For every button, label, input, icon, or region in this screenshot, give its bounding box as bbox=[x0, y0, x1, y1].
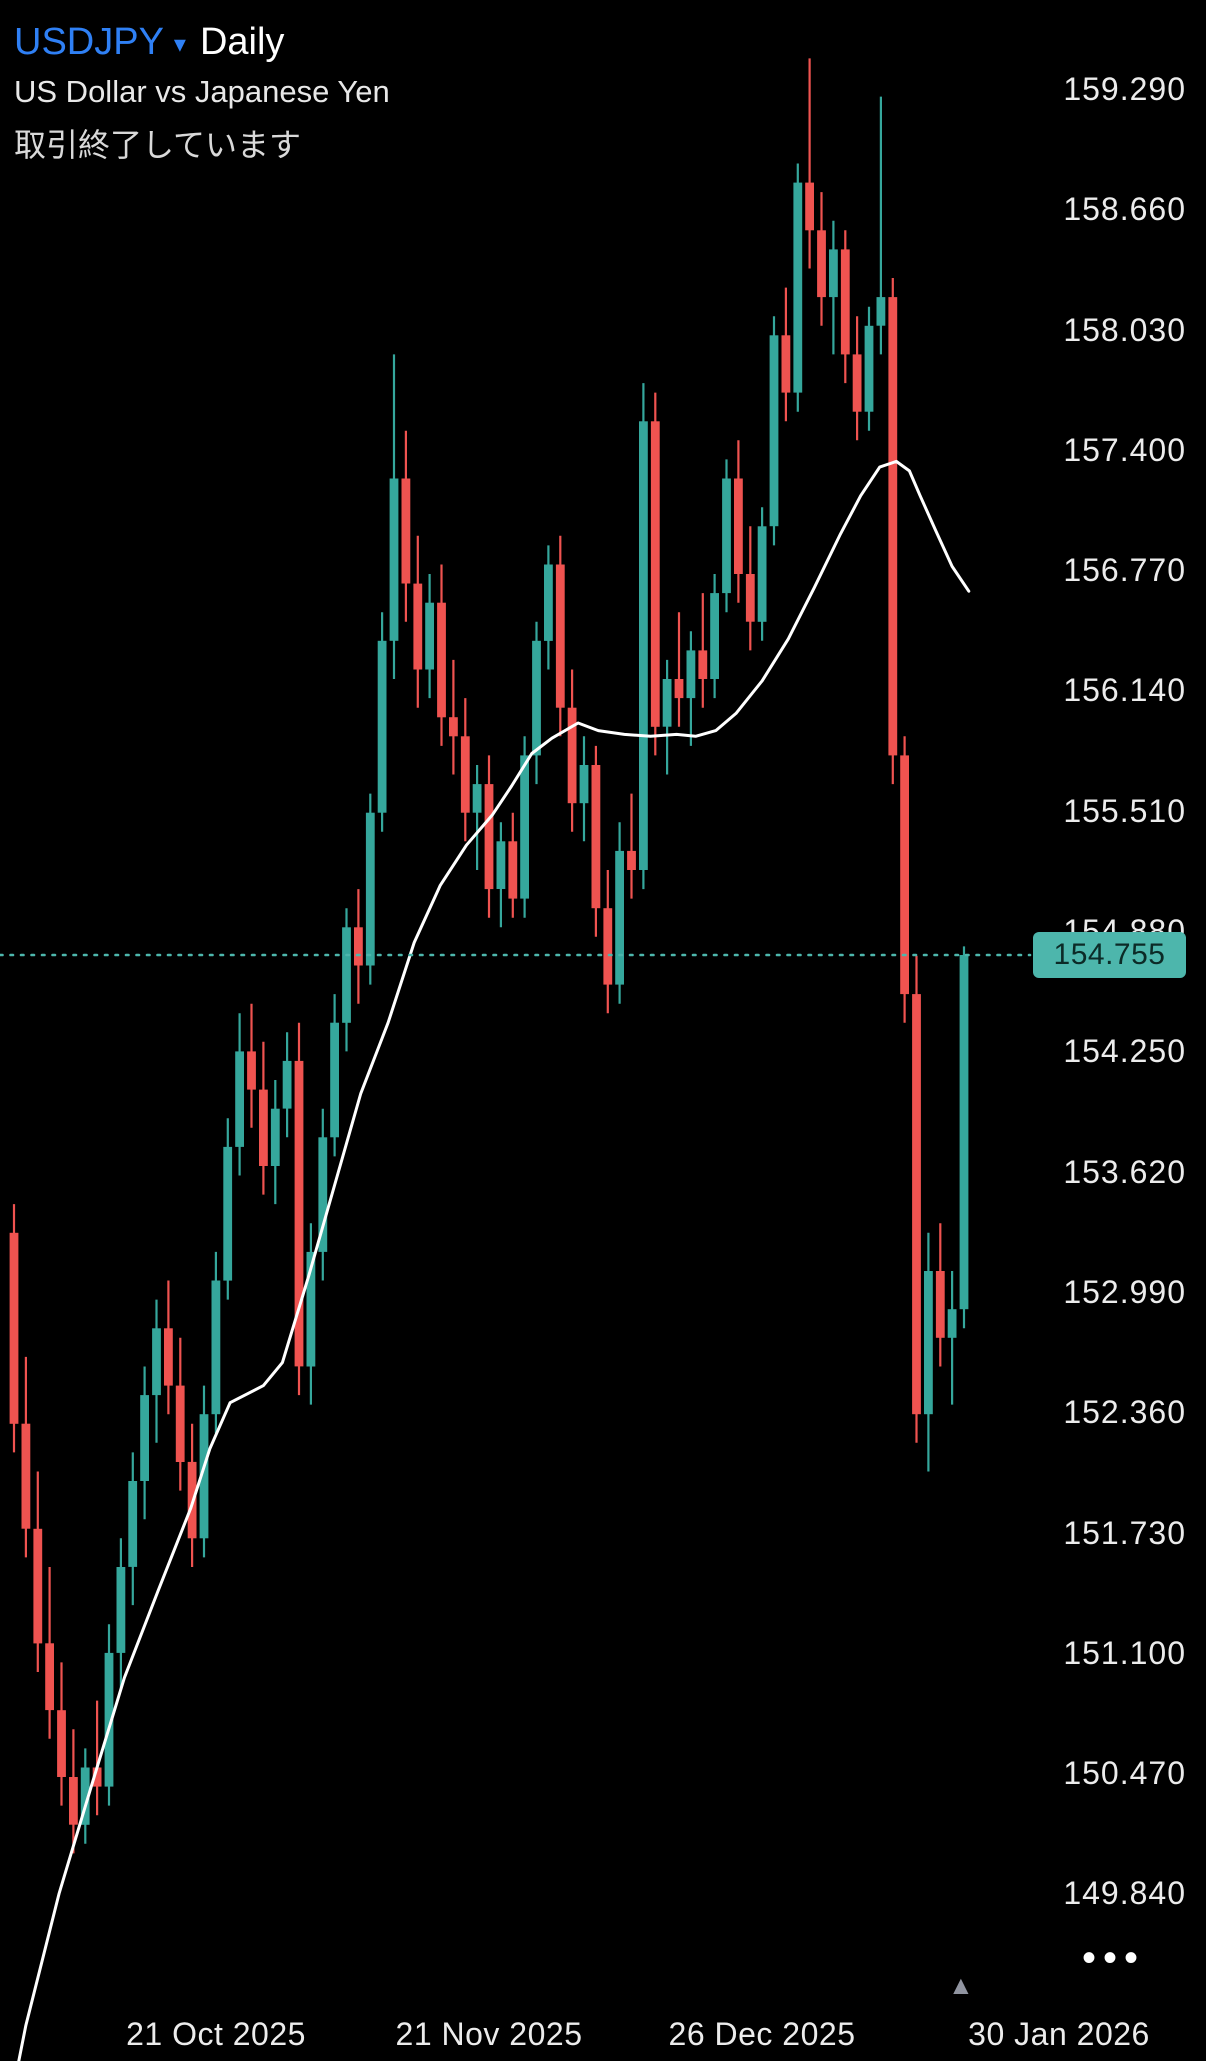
last-price-badge: 154.755 bbox=[1033, 932, 1186, 978]
price-label: 155.510 bbox=[1063, 793, 1186, 829]
price-label: 149.840 bbox=[1063, 1875, 1186, 1911]
price-label: 151.100 bbox=[1063, 1635, 1186, 1671]
more-options-button[interactable]: ••• bbox=[1082, 1936, 1146, 1980]
interval-button[interactable]: Daily bbox=[199, 20, 285, 63]
market-status-text: 取引終了しています bbox=[14, 127, 302, 163]
price-label: 151.730 bbox=[1063, 1515, 1186, 1551]
chart-header: USDJPY ▾ Daily US Dollar vs Japanese Yen… bbox=[14, 18, 390, 166]
price-label: 159.290 bbox=[1063, 71, 1186, 107]
price-label: 156.140 bbox=[1063, 672, 1186, 708]
price-label: 152.990 bbox=[1063, 1274, 1186, 1310]
symbol-button[interactable]: USDJPY ▾ bbox=[14, 21, 200, 64]
time-label: 21 Nov 2025 bbox=[395, 2016, 583, 2052]
chevron-down-icon: ▾ bbox=[173, 30, 186, 58]
price-label: 158.660 bbox=[1063, 191, 1186, 227]
symbol-description: US Dollar vs Japanese Yen bbox=[14, 74, 390, 109]
price-label: 150.470 bbox=[1063, 1755, 1186, 1791]
price-label: 152.360 bbox=[1063, 1394, 1186, 1430]
title-row: USDJPY ▾ Daily bbox=[14, 18, 390, 66]
time-scale[interactable]: 21 Oct 2025 21 Nov 2025 26 Dec 2025 30 Jan … bbox=[0, 2014, 1206, 2061]
price-label: 158.030 bbox=[1063, 312, 1186, 348]
price-scale[interactable]: 159.290 158.660 158.030 157.400 156.770 156.1… bbox=[1030, 0, 1206, 2061]
price-label: 153.620 bbox=[1063, 1154, 1186, 1190]
time-label: 30 Jan 2026 bbox=[968, 2016, 1150, 2052]
time-label: 26 Dec 2025 bbox=[668, 2016, 856, 2052]
price-label: 157.400 bbox=[1063, 432, 1186, 468]
time-label: 21 Oct 2025 bbox=[126, 2016, 306, 2052]
price-label: 154.250 bbox=[1063, 1033, 1186, 1069]
symbol-label: USDJPY bbox=[14, 20, 164, 63]
price-label: 156.770 bbox=[1063, 552, 1186, 588]
latest-bar-marker-icon[interactable]: ▲ bbox=[948, 1970, 974, 2000]
